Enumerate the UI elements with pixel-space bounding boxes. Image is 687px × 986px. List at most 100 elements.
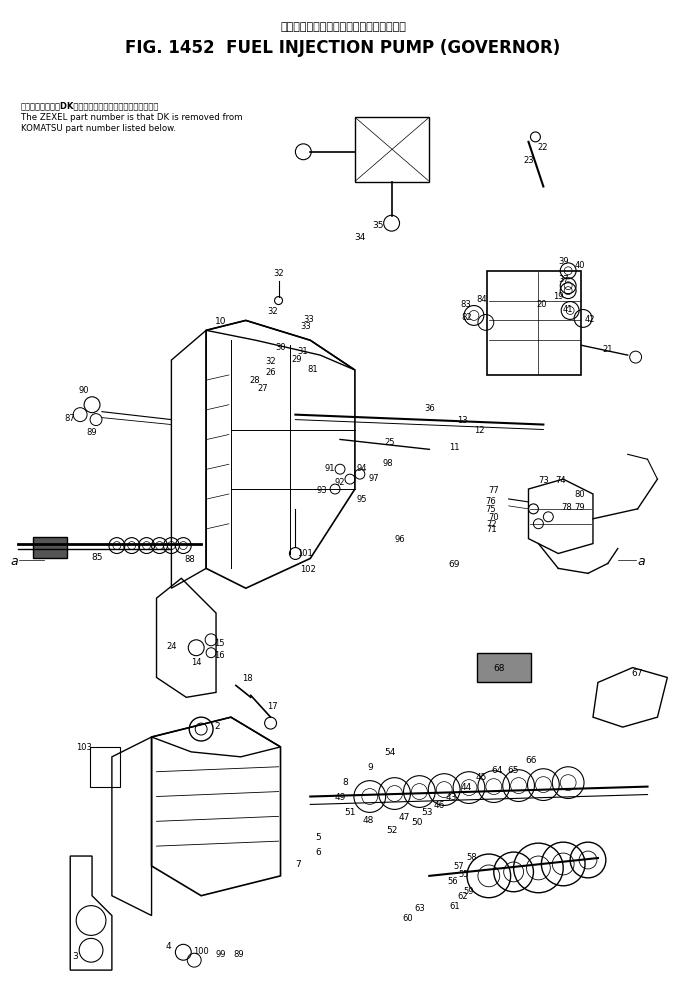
Text: 43: 43: [445, 792, 457, 802]
Text: 81: 81: [307, 364, 317, 373]
Text: 60: 60: [402, 913, 413, 922]
Text: 66: 66: [526, 755, 537, 764]
Text: 77: 77: [488, 485, 499, 494]
Text: 32: 32: [267, 307, 278, 316]
Bar: [32, 537, 67, 559]
Text: 31: 31: [297, 346, 308, 355]
Text: 82: 82: [462, 313, 472, 321]
Text: 17: 17: [267, 701, 278, 710]
Text: 8: 8: [342, 777, 348, 787]
Text: 76: 76: [486, 497, 496, 506]
Text: 40: 40: [575, 261, 585, 270]
Text: 56: 56: [448, 877, 458, 885]
Text: 13: 13: [457, 416, 467, 425]
Text: 23: 23: [523, 156, 534, 165]
Text: 92: 92: [335, 477, 346, 486]
Text: KOMATSU part number listed below.: KOMATSU part number listed below.: [21, 124, 176, 133]
Text: 20: 20: [536, 300, 547, 309]
Text: 91: 91: [325, 463, 335, 472]
Text: 15: 15: [214, 639, 224, 648]
Text: The ZEXEL part number is that DK is removed from: The ZEXEL part number is that DK is remo…: [21, 113, 242, 122]
Text: 61: 61: [450, 901, 460, 910]
Text: 57: 57: [453, 862, 464, 871]
Text: 30: 30: [275, 342, 286, 351]
Text: 36: 36: [424, 404, 435, 413]
Text: 41: 41: [563, 305, 574, 314]
Text: 103: 103: [76, 742, 92, 751]
Text: 85: 85: [91, 552, 103, 561]
Text: 70: 70: [488, 513, 499, 522]
Text: 101: 101: [297, 548, 313, 557]
Text: 9: 9: [367, 762, 372, 771]
Text: 63: 63: [414, 903, 425, 912]
Text: 62: 62: [458, 891, 469, 900]
Text: a: a: [638, 554, 645, 567]
Text: 6: 6: [315, 847, 321, 856]
Text: 102: 102: [300, 564, 316, 573]
Text: 69: 69: [449, 559, 460, 568]
Text: 84: 84: [477, 295, 487, 304]
Text: 97: 97: [368, 473, 379, 482]
Text: 33: 33: [300, 321, 311, 330]
Text: FIG. 1452  FUEL INJECTION PUMP (GOVERNOR): FIG. 1452 FUEL INJECTION PUMP (GOVERNOR): [126, 38, 561, 56]
Text: 28: 28: [249, 376, 260, 385]
Text: 96: 96: [394, 534, 405, 543]
Text: 83: 83: [460, 300, 471, 309]
Text: フェエルインジェクションボンプ　ガバナ: フェエルインジェクションボンプ ガバナ: [280, 22, 406, 32]
Text: 16: 16: [214, 651, 225, 660]
Text: 68: 68: [493, 664, 504, 672]
Text: 44: 44: [460, 782, 472, 792]
Text: 4: 4: [166, 941, 171, 950]
Text: 42: 42: [585, 315, 595, 323]
Text: 94: 94: [357, 463, 367, 472]
Text: 47: 47: [399, 812, 410, 821]
Text: 32: 32: [273, 269, 284, 278]
Text: 46: 46: [433, 801, 445, 810]
Text: 34: 34: [354, 233, 365, 242]
Bar: [90, 747, 120, 787]
Text: 67: 67: [632, 669, 643, 677]
Text: 65: 65: [508, 765, 519, 774]
Text: 71: 71: [486, 525, 497, 533]
Text: 90: 90: [79, 386, 89, 395]
Text: 7: 7: [295, 860, 301, 869]
Text: 54: 54: [384, 747, 395, 756]
Text: a: a: [11, 554, 19, 567]
Text: 73: 73: [538, 475, 549, 484]
Text: 55: 55: [459, 870, 469, 879]
Text: 11: 11: [449, 443, 460, 452]
Text: 35: 35: [372, 221, 383, 230]
Text: 51: 51: [344, 808, 356, 816]
Text: 25: 25: [384, 438, 395, 447]
Text: 3: 3: [72, 951, 78, 959]
Bar: [355, 118, 429, 182]
Text: 93: 93: [317, 485, 328, 494]
Text: 74: 74: [555, 475, 565, 484]
Text: 21: 21: [602, 344, 613, 353]
Text: 5: 5: [315, 832, 321, 841]
Text: 50: 50: [412, 817, 423, 826]
Text: 98: 98: [383, 458, 393, 467]
Text: 32: 32: [265, 356, 276, 365]
Text: 53: 53: [422, 808, 433, 816]
Text: 14: 14: [191, 658, 201, 667]
Text: 26: 26: [265, 368, 276, 377]
Text: 18: 18: [243, 673, 253, 682]
Text: 99: 99: [216, 949, 226, 957]
Text: 12: 12: [473, 426, 484, 435]
Text: 49: 49: [335, 792, 346, 802]
Text: 79: 79: [575, 503, 585, 512]
Bar: [477, 653, 532, 682]
Text: 72: 72: [486, 520, 497, 528]
Text: 89: 89: [87, 428, 98, 437]
Text: 2: 2: [214, 721, 220, 730]
Text: 29: 29: [291, 354, 302, 363]
Text: 10: 10: [215, 317, 227, 325]
Text: 27: 27: [258, 384, 268, 393]
Text: 75: 75: [486, 505, 496, 514]
Text: 39: 39: [558, 257, 569, 266]
Text: 87: 87: [65, 414, 76, 423]
Text: 品番のメーカ記号DKを除いたものがゼクセルの品番です。: 品番のメーカ記号DKを除いたものがゼクセルの品番です。: [21, 102, 159, 110]
Text: 59: 59: [464, 886, 474, 895]
Text: 89: 89: [234, 949, 244, 957]
